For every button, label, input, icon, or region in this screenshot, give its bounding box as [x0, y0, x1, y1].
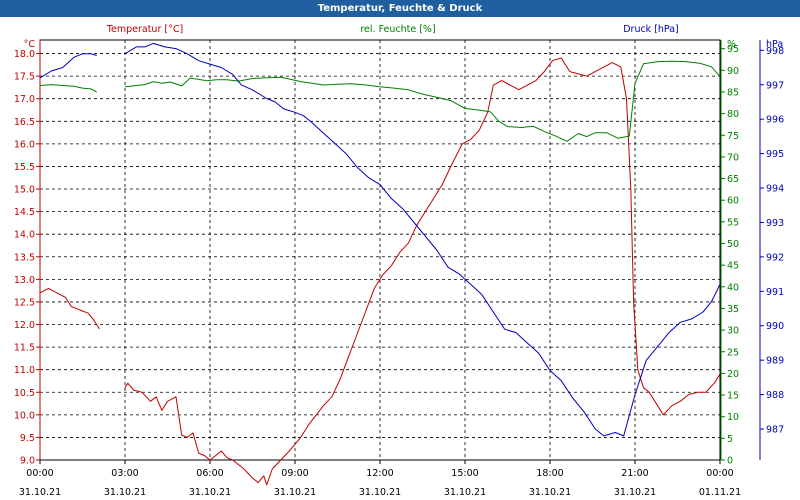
pressure-axis-title: Druck [hPa] [623, 24, 679, 35]
x-tick-time-label: 00:00 [706, 468, 733, 479]
humidity-tick-label: 55 [727, 217, 739, 228]
x-tick-time-label: 00:00 [26, 468, 53, 479]
x-tick-time-label: 18:00 [536, 468, 563, 479]
humidity-tick-label: 65 [727, 174, 739, 185]
x-tick-date-label: 01.11.21 [699, 487, 741, 498]
x-tick-date-label: 31.10.21 [359, 487, 401, 498]
temperature-tick-label: 13.0 [14, 275, 35, 286]
chart-area: 18.0 17.5 17.0 16.5 16.0 15.5 15.0 14.5 14.0 13.5… [14, 24, 784, 498]
humidity-unit-label: % [727, 39, 736, 50]
humidity-series-line [39, 84, 97, 93]
humidity-tick-label: 80 [727, 109, 739, 120]
humidity-tick-label: 25 [727, 347, 739, 358]
humidity-tick-label: 95 [727, 44, 739, 55]
x-tick-date-label: 31.10.21 [104, 487, 146, 498]
humidity-tick-label: 0 [727, 456, 733, 467]
temperature-tick-label: 11.0 [14, 365, 35, 376]
x-tick-date-label: 31.10.21 [19, 487, 61, 498]
humidity-tick-label: 30 [727, 326, 739, 337]
humidity-tick-label: 70 [727, 152, 739, 163]
temperature-tick-label: 11.5 [14, 343, 35, 354]
x-tick-date-label: 31.10.21 [529, 487, 571, 498]
pressure-tick-label: 998 [766, 46, 784, 57]
temperature-tick-label: 16.0 [14, 139, 35, 150]
chart-title-bar: Temperatur, Feuchte & Druck [0, 0, 800, 17]
pressure-tick-label: 992 [766, 252, 784, 263]
humidity-tick-label: 35 [727, 304, 739, 315]
humidity-axis-title: rel. Feuchte [%] [360, 24, 435, 35]
temperature-tick-label: 12.0 [14, 320, 35, 331]
temperature-series-line [39, 287, 100, 330]
humidity-tick-label: 75 [727, 131, 739, 142]
pressure-tick-label: 997 [766, 80, 784, 91]
x-tick-time-label: 03:00 [111, 468, 138, 479]
temperature-axis-title: Temperatur [°C] [106, 24, 183, 35]
temperature-tick-label: 17.0 [14, 94, 35, 105]
temperature-tick-label: 15.0 [14, 185, 35, 196]
temperature-series-line [124, 57, 721, 486]
x-tick-date-label: 31.10.21 [189, 487, 231, 498]
x-tick-time-label: 21:00 [621, 468, 648, 479]
pressure-unit-label: hPa [766, 39, 783, 50]
chart-title: Temperatur, Feuchte & Druck [317, 3, 483, 14]
humidity-tick-label: 90 [727, 66, 739, 77]
pressure-tick-label: 994 [766, 184, 784, 195]
humidity-tick-label: 40 [727, 282, 739, 293]
temperature-tick-label: 18.0 [14, 49, 35, 60]
temperature-tick-label: 14.5 [14, 207, 35, 218]
temperature-tick-label: 15.5 [14, 162, 35, 173]
humidity-tick-label: 60 [727, 196, 739, 207]
pressure-tick-label: 990 [766, 321, 784, 332]
x-tick-time-label: 09:00 [281, 468, 308, 479]
humidity-series-line [124, 60, 721, 142]
pressure-tick-label: 993 [766, 218, 784, 229]
temperature-tick-label: 12.5 [14, 297, 35, 308]
x-tick-time-label: 06:00 [196, 468, 223, 479]
humidity-tick-label: 45 [727, 261, 739, 272]
temperature-tick-label: 16.5 [14, 117, 35, 128]
x-tick-date-label: 31.10.21 [614, 487, 656, 498]
pressure-tick-label: 995 [766, 149, 784, 160]
pressure-tick-label: 987 [766, 425, 784, 436]
pressure-tick-label: 988 [766, 390, 784, 401]
pressure-series-line [39, 53, 97, 79]
temperature-tick-label: 9.5 [20, 433, 35, 444]
temperature-unit-label: °C [24, 39, 36, 50]
x-tick-time-label: 15:00 [451, 468, 478, 479]
temperature-tick-label: 9.0 [20, 456, 35, 467]
humidity-tick-label: 20 [727, 369, 739, 380]
temperature-tick-label: 13.5 [14, 252, 35, 263]
temperature-tick-label: 10.5 [14, 388, 35, 399]
humidity-tick-label: 50 [727, 239, 739, 250]
x-tick-date-label: 31.10.21 [444, 487, 486, 498]
temperature-tick-label: 14.0 [14, 230, 35, 241]
humidity-tick-label: 10 [727, 412, 739, 423]
humidity-tick-label: 15 [727, 391, 739, 402]
x-tick-time-label: 12:00 [366, 468, 393, 479]
temperature-tick-label: 10.0 [14, 410, 35, 421]
pressure-tick-label: 996 [766, 115, 784, 126]
pressure-tick-label: 989 [766, 356, 784, 367]
humidity-tick-label: 85 [727, 87, 739, 98]
pressure-tick-label: 991 [766, 287, 784, 298]
humidity-tick-label: 5 [727, 434, 733, 445]
temperature-tick-label: 17.5 [14, 72, 35, 83]
pressure-series-line [124, 42, 721, 437]
x-tick-date-label: 31.10.21 [274, 487, 316, 498]
